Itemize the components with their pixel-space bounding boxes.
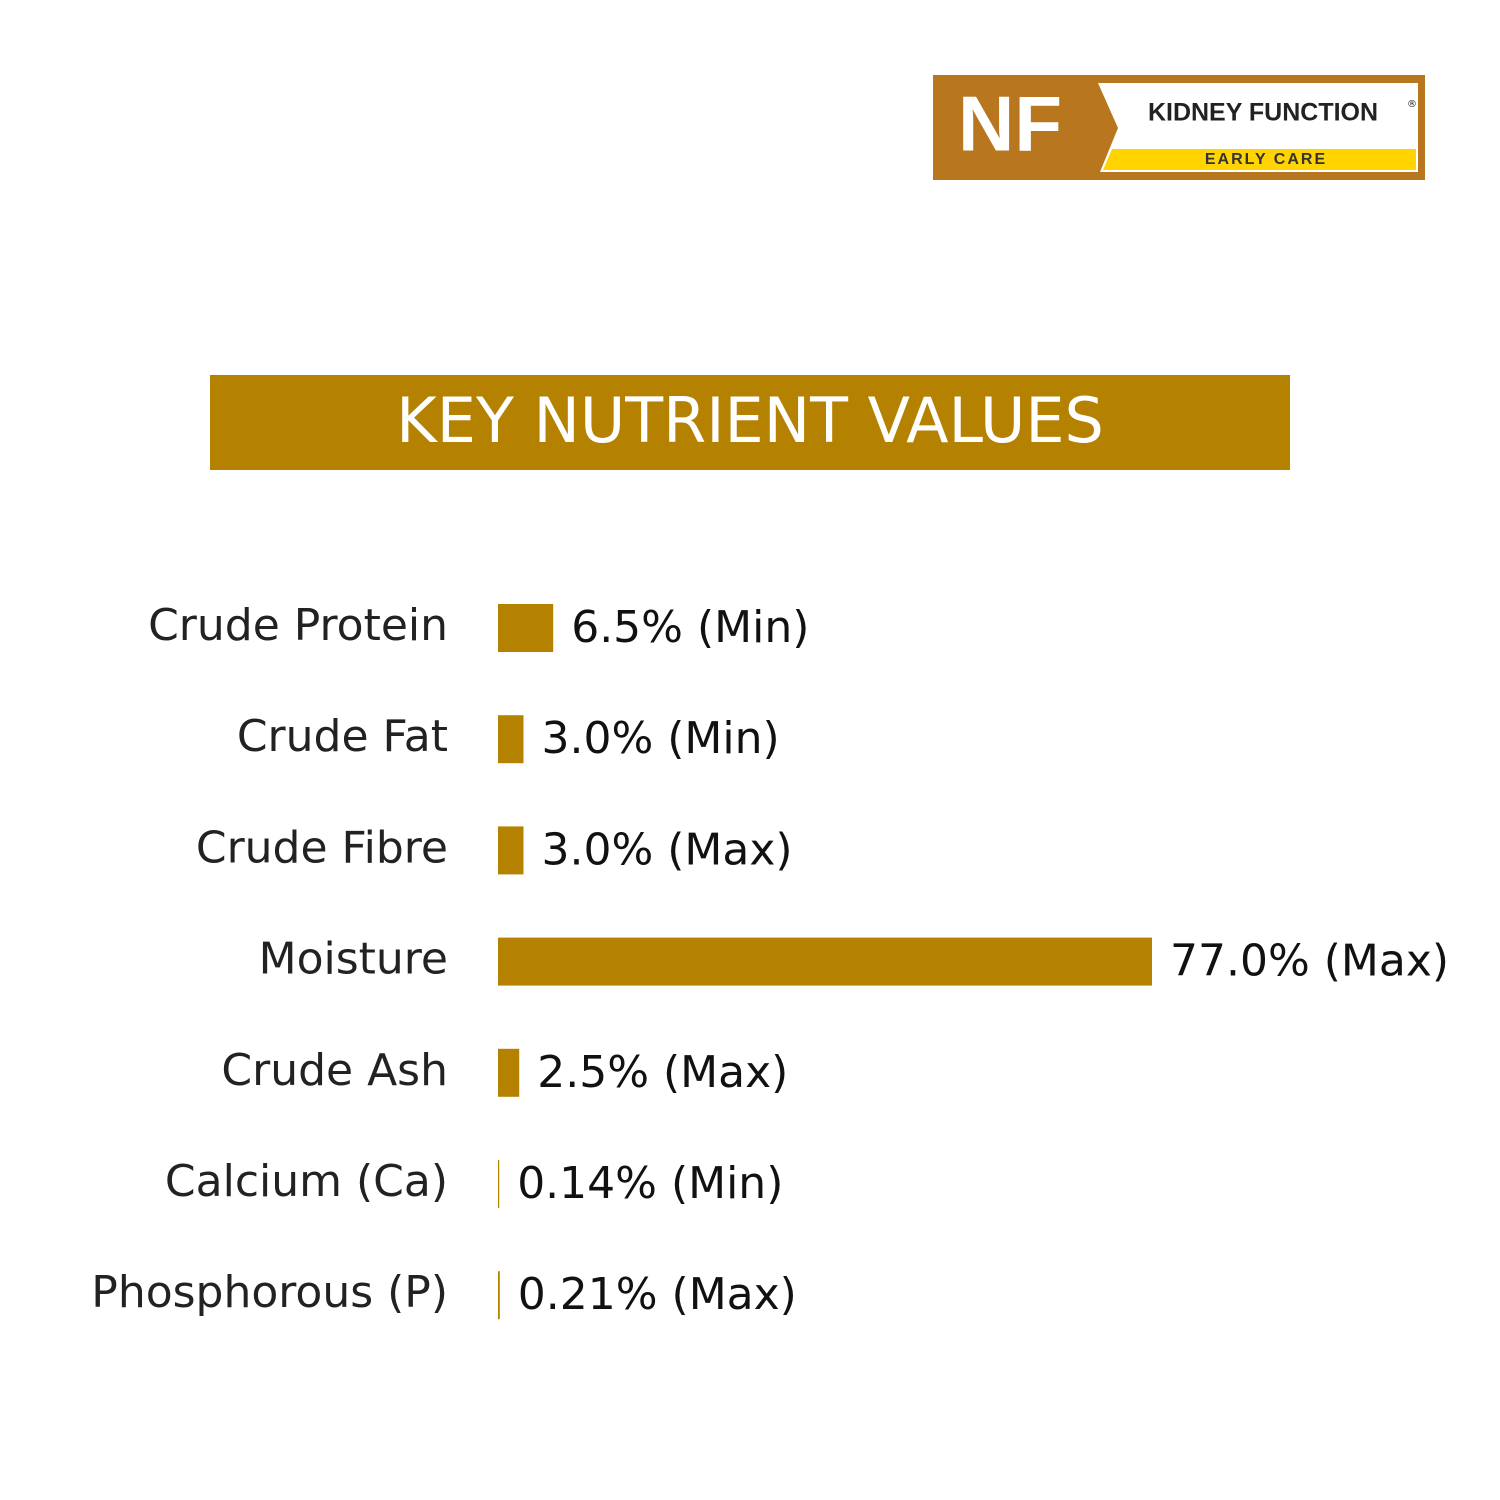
category-label: Crude Ash bbox=[221, 1045, 448, 1096]
category-label: Crude Protein bbox=[148, 600, 448, 651]
logo-tagline: EARLY CARE bbox=[1205, 151, 1327, 168]
bar bbox=[498, 1271, 500, 1320]
logo-mark: ® bbox=[1407, 99, 1417, 110]
logo-name: KIDNEY FUNCTION bbox=[1148, 99, 1378, 127]
logo-stripe bbox=[1103, 149, 1416, 170]
logo: NF KIDNEY FUNCTION ® EARLY CARE bbox=[933, 75, 1425, 180]
category-label: Phosphorous (P) bbox=[91, 1267, 448, 1318]
value-label: 6.5% (Min) bbox=[571, 602, 809, 653]
value-label: 2.5% (Max) bbox=[537, 1047, 788, 1098]
bar bbox=[498, 1048, 520, 1097]
title-band bbox=[210, 375, 1290, 470]
value-label: 77.0% (Max) bbox=[1170, 936, 1449, 987]
value-label: 0.21% (Max) bbox=[518, 1269, 797, 1320]
category-label: Crude Fat bbox=[237, 711, 448, 762]
bar bbox=[498, 937, 1152, 986]
category-label: Moisture bbox=[259, 934, 448, 985]
bar bbox=[498, 604, 554, 652]
category-label: Calcium (Ca) bbox=[165, 1156, 448, 1207]
bar bbox=[498, 1160, 500, 1208]
value-label: 3.0% (Min) bbox=[541, 713, 779, 764]
bar bbox=[498, 826, 524, 875]
value-label: 3.0% (Max) bbox=[541, 824, 792, 875]
bar bbox=[498, 715, 524, 764]
value-label: 0.14% (Min) bbox=[517, 1158, 783, 1209]
chart-title: KEY NUTRIENT VALUES bbox=[396, 384, 1104, 457]
category-label: Crude Fibre bbox=[196, 822, 448, 873]
logo-badge: NF bbox=[958, 80, 1062, 168]
